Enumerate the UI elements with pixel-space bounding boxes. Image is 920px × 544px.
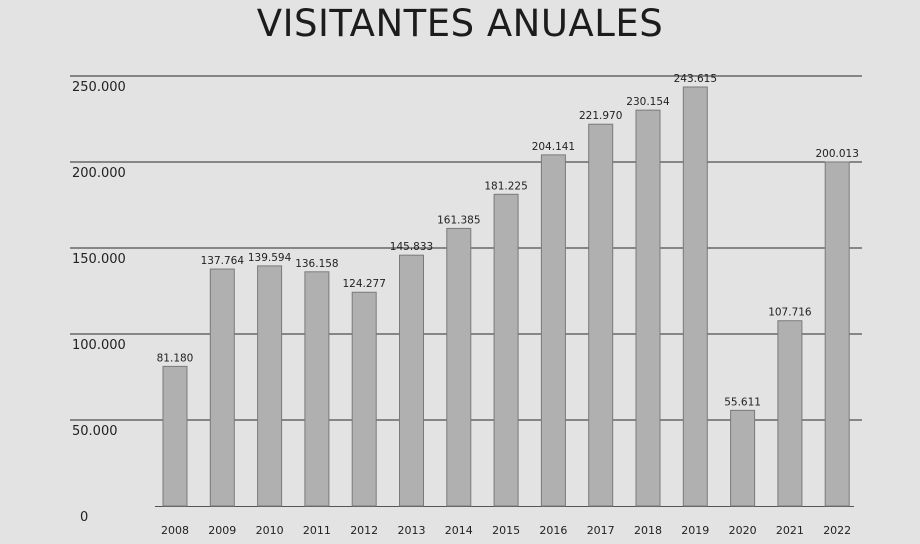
y-tick-label: 100.000: [72, 338, 126, 353]
bar-2010: [257, 265, 283, 507]
x-tick-label-2008: 2008: [161, 524, 189, 537]
bar-2008: [162, 365, 188, 507]
data-label-2022: 200.013: [815, 148, 858, 160]
data-label-2009: 137.764: [201, 255, 245, 267]
data-label-2017: 221.970: [579, 110, 622, 122]
x-tick-label-2009: 2009: [208, 524, 236, 537]
y-tick-label: 150.000: [72, 252, 126, 267]
x-tick-label-2022: 2022: [823, 524, 851, 537]
x-tick-label-2017: 2017: [587, 524, 615, 537]
data-label-2008: 81.180: [157, 352, 194, 364]
data-label-2013: 145.833: [390, 241, 433, 253]
bar-2009: [209, 268, 235, 507]
y-axis-tick-labels: 0 50.000 100.000 150.000 200.000 250.000: [72, 80, 126, 525]
x-tick-label-2012: 2012: [350, 524, 378, 537]
x-tick-label-2021: 2021: [776, 524, 804, 537]
data-label-2021: 107.716: [768, 307, 812, 319]
data-label-2014: 161.385: [437, 214, 480, 226]
bar-2021: [777, 320, 803, 507]
x-tick-label-2013: 2013: [398, 524, 426, 537]
y-tick-label: 0: [80, 510, 88, 525]
x-tick-label-2019: 2019: [681, 524, 709, 537]
x-tick-label-2015: 2015: [492, 524, 520, 537]
data-label-2016: 204.141: [532, 141, 575, 153]
bar-2019: [682, 86, 708, 507]
y-tick-label: 200.000: [72, 166, 126, 181]
bar-2018: [635, 109, 661, 507]
chart-title: VISITANTES ANUALES: [256, 2, 664, 45]
bars: [162, 86, 850, 507]
x-tick-label-2016: 2016: [539, 524, 567, 537]
data-labels: 81.180 137.764 139.594 136.158 124.277 145.83…: [157, 73, 859, 408]
x-tick-label-2020: 2020: [729, 524, 757, 537]
x-tick-label-2018: 2018: [634, 524, 662, 537]
bar-2014: [446, 227, 472, 507]
bar-2013: [399, 254, 424, 507]
y-tick-label: 50.000: [72, 424, 118, 439]
data-label-2020: 55.611: [724, 396, 761, 408]
bar-2022: [824, 161, 850, 507]
bar-2020: [730, 409, 756, 507]
x-tick-label-2011: 2011: [303, 524, 331, 537]
bar-2012: [351, 291, 377, 507]
data-label-2010: 139.594: [248, 252, 292, 264]
data-label-2019: 243.615: [674, 73, 717, 85]
data-label-2018: 230.154: [626, 96, 670, 108]
y-tick-label: 250.000: [72, 80, 126, 95]
bar-2016: [540, 154, 566, 507]
bar-2015: [493, 193, 519, 507]
bar-2017: [588, 123, 614, 507]
x-tick-label-2010: 2010: [256, 524, 284, 537]
x-tick-label-2014: 2014: [445, 524, 473, 537]
data-label-2012: 124.277: [342, 278, 385, 290]
bar-2011: [304, 271, 330, 507]
x-axis-tick-labels: 2008 2009 2010 2011 2012 2013 2014 2015 2016 2017…: [161, 524, 851, 537]
data-label-2011: 136.158: [295, 258, 338, 270]
data-label-2015: 181.225: [484, 180, 527, 192]
